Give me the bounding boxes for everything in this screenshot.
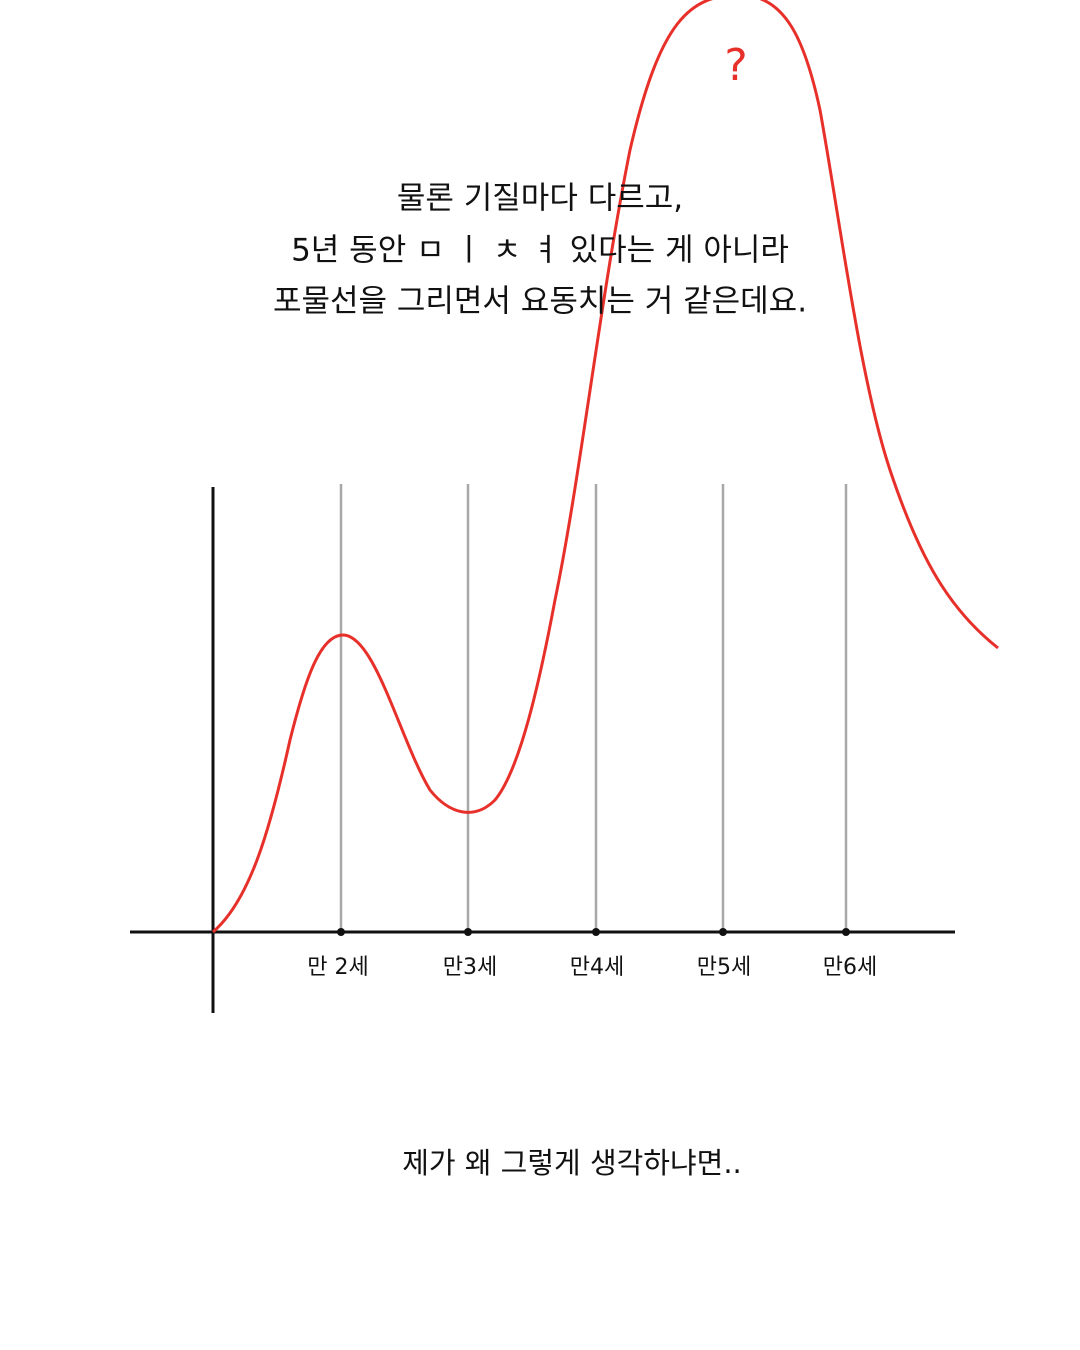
caption-line: 5년 동안 ㅁ ㅣ ㅊ ㅕ 있다는 게 아니라 [291, 233, 789, 269]
guide-lines [339, 484, 848, 932]
caption-line: 물론 기질마다 다르고, [397, 181, 683, 217]
axis-label: 만4세 [570, 955, 624, 980]
tick-dot [337, 928, 345, 936]
question-mark: ? [724, 40, 747, 91]
axis-label: 만5세 [697, 955, 751, 980]
trend-curve [212, 0, 999, 934]
caption-line: 포물선을 그리면서 요동치는 거 같은데요. [273, 284, 807, 320]
axis-label: 만6세 [823, 955, 877, 980]
tick-dot [592, 928, 600, 936]
axis-label: 만 2세 [307, 955, 368, 980]
tick-dot [842, 928, 850, 936]
footer-text: 제가 왜 그렇게 생각하냐면.. [402, 1146, 742, 1180]
tick-dot [719, 928, 727, 936]
tick-dots [337, 928, 850, 936]
tick-dot [464, 928, 472, 936]
axis-label: 만3세 [443, 955, 497, 980]
